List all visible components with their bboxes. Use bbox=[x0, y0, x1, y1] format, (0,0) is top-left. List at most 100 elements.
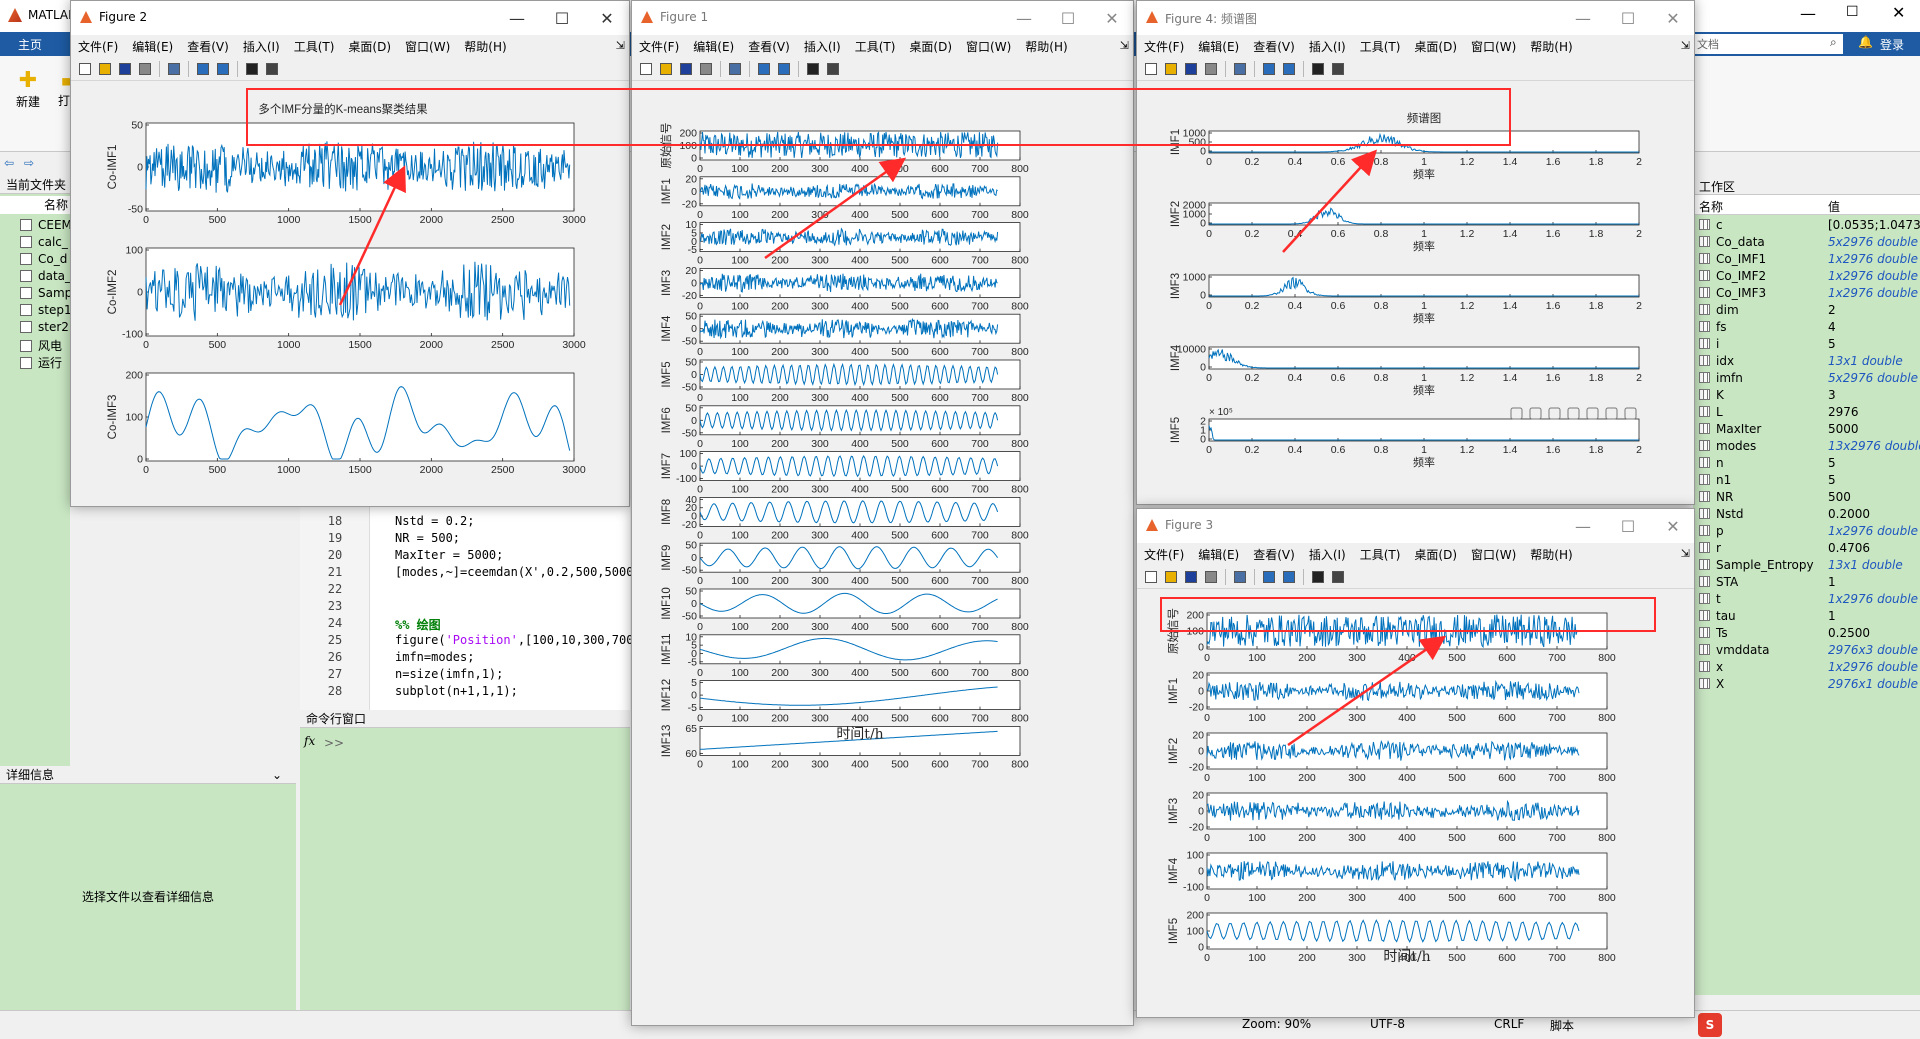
colorbar-icon[interactable] bbox=[195, 61, 211, 77]
workspace-row[interactable]: L 2976 bbox=[1693, 404, 1920, 421]
bell-icon[interactable]: 🔔 bbox=[1858, 35, 1873, 49]
maximize-button[interactable]: ☐ bbox=[1620, 8, 1636, 28]
property-icon[interactable] bbox=[1330, 569, 1346, 585]
workspace-row[interactable]: vmddata 2976x3 double bbox=[1693, 642, 1920, 659]
code-line[interactable]: [modes,~]=ceemdan(X',0.2,500,5000 bbox=[395, 565, 634, 579]
code-line[interactable]: %% 绘图 bbox=[395, 618, 441, 632]
menu-item-1[interactable]: 编辑(E) bbox=[132, 39, 174, 54]
code-line[interactable]: imfn=modes; bbox=[395, 650, 475, 664]
menu-item-7[interactable]: 帮助(H) bbox=[464, 39, 507, 54]
search-icon[interactable]: ⌕ bbox=[1830, 35, 1837, 49]
workspace-row[interactable]: n1 5 bbox=[1693, 472, 1920, 489]
workspace-row[interactable]: modes 13x2976 double bbox=[1693, 438, 1920, 455]
file-item[interactable]: Co_d bbox=[20, 252, 67, 266]
minimize-button[interactable]: — bbox=[509, 8, 525, 28]
menu-item-6[interactable]: 窗口(W) bbox=[1471, 547, 1517, 562]
workspace-row[interactable]: imfn 5x2976 double bbox=[1693, 370, 1920, 387]
figure-3-window[interactable]: Figure 3 — ☐ ✕ 文件(F) 编辑(E) 查看(V) 插入(I) 工具(T)… bbox=[1136, 508, 1695, 1018]
print-icon[interactable] bbox=[698, 61, 714, 77]
workspace-row[interactable]: NR 500 bbox=[1693, 489, 1920, 506]
workspace-row[interactable]: p 1x2976 double bbox=[1693, 523, 1920, 540]
rotate-icon[interactable] bbox=[1548, 407, 1561, 420]
minimize-button[interactable]: — bbox=[1575, 516, 1591, 536]
workspace-row[interactable]: Co_IMF3 1x2976 double bbox=[1693, 285, 1920, 302]
maximize-button[interactable]: ☐ bbox=[1846, 4, 1859, 20]
code-editor[interactable]: 18 Nstd = 0.2; 19 NR = 500; 20 MaxIter = 5000… bbox=[300, 500, 634, 720]
legend-icon[interactable] bbox=[1281, 61, 1297, 77]
menu-item-4[interactable]: 工具(T) bbox=[854, 39, 896, 54]
file-item[interactable]: data_ bbox=[20, 269, 71, 283]
menu-item-0[interactable]: 文件(F) bbox=[1144, 39, 1185, 54]
code-line[interactable]: figure('Position',[100,10,300,700 bbox=[395, 633, 633, 647]
workspace-row[interactable]: r 0.4706 bbox=[1693, 540, 1920, 557]
menu-item-0[interactable]: 文件(F) bbox=[1144, 547, 1185, 562]
menu-item-5[interactable]: 桌面(D) bbox=[348, 39, 392, 54]
pin-icon[interactable]: ⇲ bbox=[615, 39, 625, 52]
close-button[interactable]: ✕ bbox=[600, 8, 614, 28]
workspace-row[interactable]: STA 1 bbox=[1693, 574, 1920, 591]
colorbar-icon[interactable] bbox=[1261, 61, 1277, 77]
figure-2-window[interactable]: Figure 2 — ☐ ✕ 文件(F) 编辑(E) 查看(V) 插入(I) 工具(T)… bbox=[70, 0, 630, 507]
zoom-in-icon[interactable] bbox=[1586, 407, 1599, 420]
workspace-row[interactable]: Co_IMF2 1x2976 double bbox=[1693, 268, 1920, 285]
workspace-row[interactable]: t 1x2976 double bbox=[1693, 591, 1920, 608]
file-item[interactable]: Samp bbox=[20, 286, 72, 300]
menu-item-2[interactable]: 查看(V) bbox=[1253, 547, 1295, 562]
minimize-button[interactable]: — bbox=[1016, 8, 1032, 28]
legend-icon[interactable] bbox=[1281, 569, 1297, 585]
save-icon[interactable] bbox=[1183, 61, 1199, 77]
print-icon[interactable] bbox=[1203, 569, 1219, 585]
zoom-out-icon[interactable] bbox=[1605, 407, 1618, 420]
close-button[interactable]: ✕ bbox=[1105, 8, 1119, 28]
doc-search-input[interactable]: 文档 bbox=[1693, 34, 1843, 54]
menu-item-5[interactable]: 桌面(D) bbox=[1414, 547, 1458, 562]
home-icon[interactable] bbox=[1624, 407, 1637, 420]
workspace-row[interactable]: fs 4 bbox=[1693, 319, 1920, 336]
new-file-icon[interactable] bbox=[1143, 569, 1159, 585]
menu-item-4[interactable]: 工具(T) bbox=[293, 39, 335, 54]
property-icon[interactable] bbox=[1330, 61, 1346, 77]
datatip-icon[interactable] bbox=[1529, 407, 1542, 420]
workspace-row[interactable]: X 2976x1 double bbox=[1693, 676, 1920, 693]
file-item[interactable]: ster2 bbox=[20, 320, 69, 334]
pointer-icon[interactable] bbox=[1310, 569, 1326, 585]
login-button[interactable]: 登录 bbox=[1880, 38, 1905, 52]
brush-icon[interactable] bbox=[1510, 407, 1523, 420]
pointer-icon[interactable] bbox=[1310, 61, 1326, 77]
workspace-row[interactable]: Ts 0.2500 bbox=[1693, 625, 1920, 642]
file-item[interactable]: calc_ bbox=[20, 235, 68, 249]
menu-item-1[interactable]: 编辑(E) bbox=[1198, 547, 1240, 562]
legend-icon[interactable] bbox=[215, 61, 231, 77]
print-icon[interactable] bbox=[137, 61, 153, 77]
menu-item-4[interactable]: 工具(T) bbox=[1359, 39, 1401, 54]
address-bar[interactable]: ⇦ ⇨ bbox=[0, 152, 70, 176]
maximize-button[interactable]: ☐ bbox=[554, 8, 570, 28]
open-file-icon[interactable] bbox=[97, 61, 113, 77]
menu-item-6[interactable]: 窗口(W) bbox=[966, 39, 1012, 54]
code-line[interactable]: MaxIter = 5000; bbox=[395, 548, 504, 562]
workspace-row[interactable]: c [0.0535;1.0473;0 bbox=[1693, 217, 1920, 234]
pin-icon[interactable]: ⇲ bbox=[1119, 39, 1129, 52]
menu-item-6[interactable]: 窗口(W) bbox=[405, 39, 451, 54]
new-file-icon[interactable] bbox=[638, 61, 654, 77]
file-item[interactable]: step1 bbox=[20, 303, 72, 317]
forward-icon[interactable]: ⇨ bbox=[24, 156, 35, 170]
open-file-icon[interactable] bbox=[658, 61, 674, 77]
menu-item-2[interactable]: 查看(V) bbox=[187, 39, 229, 54]
command-window[interactable]: 命令行窗口 fx >> bbox=[300, 710, 630, 1010]
new-file-icon[interactable] bbox=[1143, 61, 1159, 77]
code-line[interactable]: subplot(n+1,1,1); bbox=[395, 684, 518, 698]
save-icon[interactable] bbox=[117, 61, 133, 77]
workspace-row[interactable]: dim 2 bbox=[1693, 302, 1920, 319]
menu-item-1[interactable]: 编辑(E) bbox=[1198, 39, 1240, 54]
menu-item-7[interactable]: 帮助(H) bbox=[1530, 39, 1573, 54]
menu-item-3[interactable]: 插入(I) bbox=[1308, 547, 1346, 562]
link-icon[interactable] bbox=[1232, 569, 1248, 585]
pin-icon[interactable]: ⇲ bbox=[1680, 547, 1690, 560]
workspace-row[interactable]: Co_IMF1 1x2976 double bbox=[1693, 251, 1920, 268]
new-file-icon[interactable] bbox=[77, 61, 93, 77]
open-file-icon[interactable] bbox=[1163, 61, 1179, 77]
